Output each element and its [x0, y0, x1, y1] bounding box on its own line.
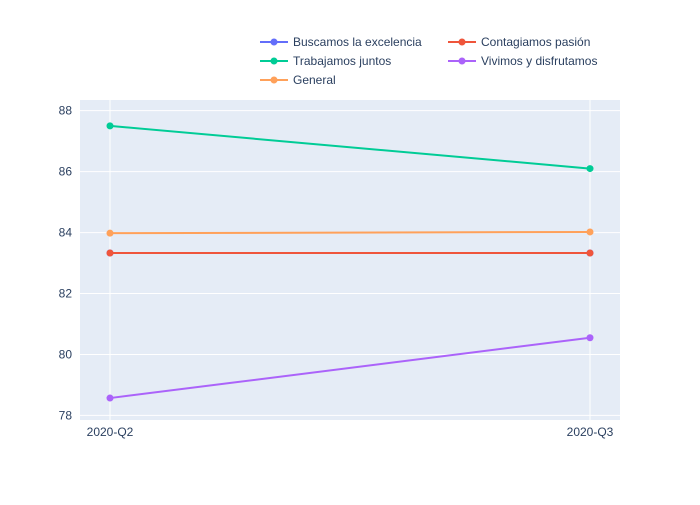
legend-label: Buscamos la excelencia — [293, 35, 422, 49]
series-group — [106, 122, 594, 402]
series-line — [109, 336, 591, 400]
x-tick-label: 2020-Q2 — [87, 425, 134, 439]
y-tick-label: 84 — [59, 226, 73, 240]
legend-item[interactable]: Vivimos y disfrutamos — [448, 54, 597, 68]
y-tick-label: 78 — [59, 408, 73, 422]
legend-marker — [270, 76, 278, 84]
y-tick-label: 88 — [59, 104, 73, 118]
data-point[interactable] — [106, 229, 114, 237]
legend-item[interactable]: Contagiamos pasión — [448, 35, 590, 49]
legend[interactable]: Buscamos la excelencia Contagiamos pasión… — [260, 35, 597, 87]
y-axis: 78 80 82 84 86 88 — [59, 104, 73, 423]
series-line — [109, 124, 591, 170]
series-contagiamos-pasi-n — [106, 249, 594, 257]
plot-background — [80, 100, 620, 420]
legend-marker — [458, 57, 466, 65]
y-tick-label: 82 — [59, 287, 73, 301]
legend-item[interactable]: Buscamos la excelencia — [260, 35, 422, 49]
legend-marker — [458, 38, 466, 46]
data-point[interactable] — [586, 165, 594, 173]
legend-item[interactable]: Trabajamos juntos — [260, 54, 391, 68]
legend-label: General — [293, 73, 336, 87]
legend-marker — [270, 38, 278, 46]
series-vivimos-y-disfrutamos — [106, 334, 594, 402]
legend-label: Trabajamos juntos — [293, 54, 391, 68]
series-trabajamos-juntos — [106, 122, 594, 173]
data-point[interactable] — [586, 334, 594, 342]
x-axis: 2020-Q2 2020-Q3 — [87, 425, 614, 439]
legend-marker — [270, 57, 278, 65]
data-point[interactable] — [106, 394, 114, 402]
series-line — [109, 230, 591, 235]
legend-item[interactable]: General — [260, 73, 336, 87]
y-tick-label: 86 — [59, 165, 73, 179]
series-general — [106, 228, 594, 237]
y-tick-label: 80 — [59, 347, 73, 361]
data-point[interactable] — [106, 122, 114, 130]
data-point[interactable] — [586, 228, 594, 236]
data-point[interactable] — [586, 249, 594, 257]
legend-label: Contagiamos pasión — [481, 35, 590, 49]
x-tick-label: 2020-Q3 — [567, 425, 614, 439]
legend-label: Vivimos y disfrutamos — [481, 54, 597, 68]
data-point[interactable] — [106, 249, 114, 257]
